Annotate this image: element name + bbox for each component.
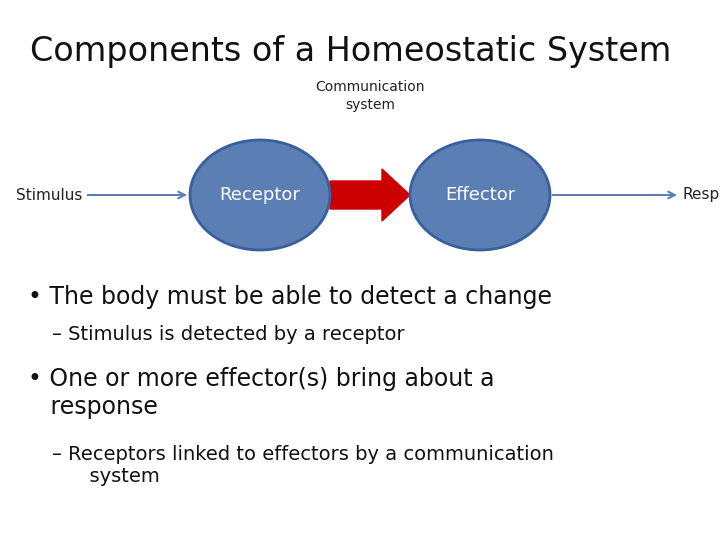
Text: Stimulus: Stimulus <box>16 187 82 202</box>
Text: • One or more effector(s) bring about a
   response: • One or more effector(s) bring about a … <box>28 367 495 419</box>
Ellipse shape <box>410 140 550 250</box>
Text: – Receptors linked to effectors by a communication
      system: – Receptors linked to effectors by a com… <box>52 445 554 486</box>
Text: Communication
system: Communication system <box>315 79 425 112</box>
Text: • The body must be able to detect a change: • The body must be able to detect a chan… <box>28 285 552 309</box>
Text: Components of a Homeostatic System: Components of a Homeostatic System <box>30 35 671 68</box>
FancyArrow shape <box>330 169 410 221</box>
Text: Receptor: Receptor <box>220 186 300 204</box>
Text: Response: Response <box>683 187 720 202</box>
Text: Effector: Effector <box>445 186 515 204</box>
Text: – Stimulus is detected by a receptor: – Stimulus is detected by a receptor <box>52 325 405 344</box>
Ellipse shape <box>190 140 330 250</box>
